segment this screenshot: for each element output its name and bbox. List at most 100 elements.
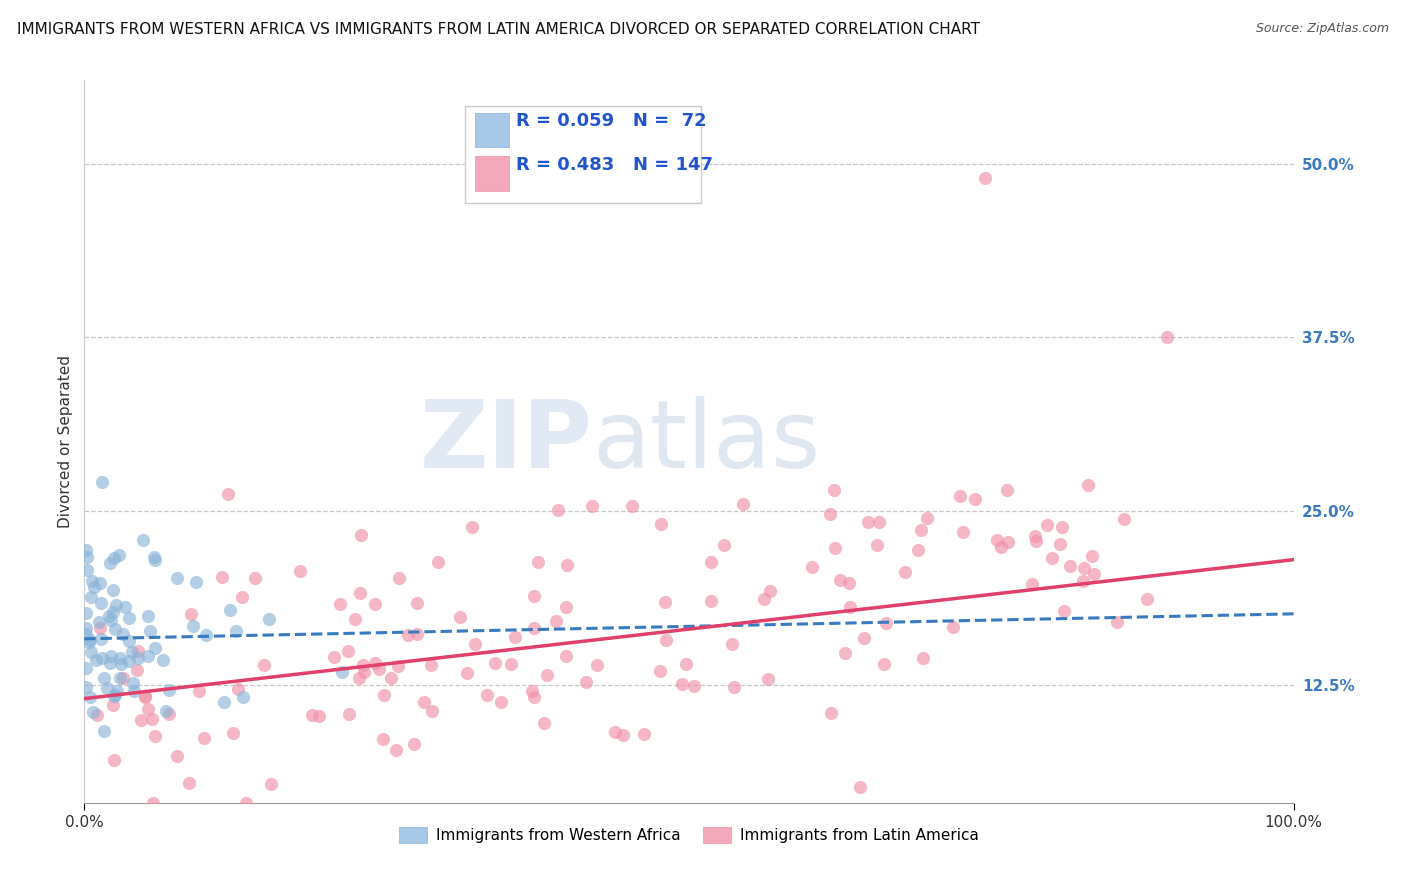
Point <box>997 534 1019 549</box>
Point <box>875 615 897 630</box>
Point <box>484 656 506 670</box>
Point <box>125 663 148 677</box>
Point <box>107 549 129 563</box>
Point <box>503 630 526 644</box>
Point <box>456 665 478 680</box>
Point <box>257 612 280 626</box>
Point <box>752 592 775 607</box>
Point <box>633 727 655 741</box>
Point <box>228 682 250 697</box>
Point <box>866 538 889 552</box>
Text: atlas: atlas <box>592 395 821 488</box>
Point <box>86 653 108 667</box>
Point <box>134 689 156 703</box>
Point <box>145 729 167 743</box>
Point <box>337 706 360 721</box>
Point <box>683 679 706 693</box>
Point <box>1105 615 1128 630</box>
Point <box>221 726 243 740</box>
Point <box>464 636 486 650</box>
Point <box>523 690 546 704</box>
Point <box>820 706 842 721</box>
Point <box>547 502 569 516</box>
Point <box>231 590 253 604</box>
Point <box>520 684 543 698</box>
Point <box>942 620 965 634</box>
Point <box>129 714 152 728</box>
Point <box>100 613 122 627</box>
Point <box>1081 549 1104 563</box>
Point <box>75 543 97 558</box>
Point <box>89 575 111 590</box>
Point <box>554 649 576 664</box>
Point <box>143 640 166 655</box>
Point <box>82 705 104 719</box>
Point <box>759 583 782 598</box>
Point <box>1053 604 1076 618</box>
Point <box>157 682 180 697</box>
Point <box>344 611 367 625</box>
Point <box>1035 518 1057 533</box>
Point <box>894 566 917 580</box>
Point <box>603 724 626 739</box>
Y-axis label: Divorced or Separated: Divorced or Separated <box>58 355 73 528</box>
Point <box>98 656 121 670</box>
FancyBboxPatch shape <box>465 105 702 203</box>
Point <box>121 645 143 659</box>
Point <box>650 517 672 532</box>
Point <box>82 574 104 589</box>
Point <box>98 609 121 624</box>
Point <box>136 609 159 624</box>
Bar <box>475 112 509 147</box>
Point <box>388 571 411 585</box>
Point <box>368 663 391 677</box>
Point <box>155 704 177 718</box>
Point <box>101 606 124 620</box>
Point <box>420 704 443 718</box>
Point <box>373 688 395 702</box>
Point <box>103 689 125 703</box>
Point <box>166 748 188 763</box>
Point <box>308 708 330 723</box>
Point <box>655 633 678 648</box>
Point <box>122 675 145 690</box>
Point <box>118 611 141 625</box>
Point <box>104 688 127 702</box>
Point <box>1077 478 1099 492</box>
Point <box>974 170 997 185</box>
Point <box>152 653 174 667</box>
Point <box>575 675 598 690</box>
Point <box>523 621 546 635</box>
Point <box>243 571 266 585</box>
Point <box>77 635 100 649</box>
Point <box>1112 512 1135 526</box>
Point <box>184 574 207 589</box>
Point <box>114 600 136 615</box>
Point <box>461 520 484 534</box>
Legend: Immigrants from Western Africa, Immigrants from Latin America: Immigrants from Western Africa, Immigran… <box>392 822 986 849</box>
Text: IMMIGRANTS FROM WESTERN AFRICA VS IMMIGRANTS FROM LATIN AMERICA DIVORCED OR SEPA: IMMIGRANTS FROM WESTERN AFRICA VS IMMIGR… <box>17 22 980 37</box>
Point <box>426 555 449 569</box>
Point <box>721 637 744 651</box>
Point <box>396 628 419 642</box>
Point <box>194 627 217 641</box>
Point <box>1073 561 1095 575</box>
Point <box>621 499 644 513</box>
Point <box>330 665 353 679</box>
Point <box>260 777 283 791</box>
Point <box>141 713 163 727</box>
Point <box>111 671 134 685</box>
Bar <box>475 156 509 191</box>
Point <box>648 665 671 679</box>
Point <box>499 657 522 671</box>
Point <box>232 690 254 705</box>
Point <box>405 627 427 641</box>
Point <box>522 590 544 604</box>
Point <box>89 615 111 629</box>
Point <box>1024 529 1046 543</box>
Point <box>180 607 202 621</box>
Point <box>143 550 166 565</box>
Point <box>824 541 846 555</box>
Point <box>581 499 603 513</box>
Point <box>349 586 371 600</box>
